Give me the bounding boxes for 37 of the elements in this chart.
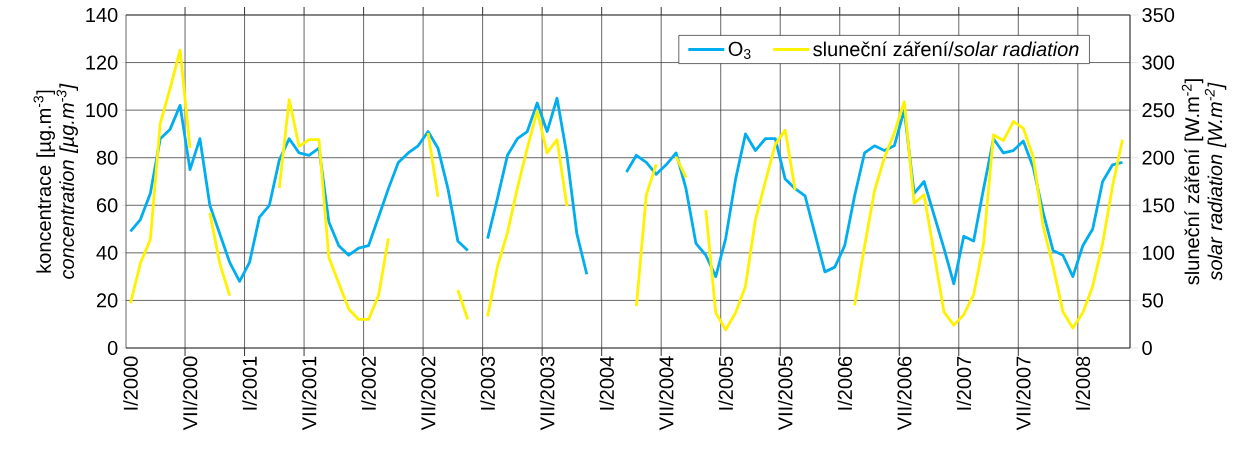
y2-tick-label: 0: [1142, 340, 1152, 356]
y2-tick-label: 250: [1142, 103, 1175, 118]
x-tick-label: I/2005: [718, 356, 734, 410]
legend-label: sluneční záření/solar radiation: [813, 41, 1079, 57]
x-tick-label: I/2003: [480, 356, 495, 410]
y2-tick-label: 150: [1143, 198, 1175, 213]
x-tick-label: VII/2001: [301, 356, 317, 431]
x-tick-label: I/2004: [599, 356, 614, 410]
y-tick-label: 60: [96, 198, 118, 213]
x-tick-label: VII/2003: [539, 356, 555, 431]
y-tick-label: 120: [86, 55, 118, 70]
y-tick-label: 100: [86, 103, 118, 118]
y2-tick-label: 50: [1142, 293, 1163, 308]
y2-tick-label: 100: [1143, 245, 1175, 260]
legend-label: O$_{3}$: [728, 41, 751, 59]
x-tick-label: VII/2000: [182, 356, 198, 431]
y2-tick-label: 200: [1142, 150, 1175, 165]
text: sluneční záření [W.m$^{-2}$] solar radiation [W.m$^{-2}$]: [1181, 79, 1227, 285]
x-tick-label: VII/2006: [896, 356, 912, 431]
x-tick-label: I/2007: [956, 356, 972, 410]
x-tick-label: VII/2004: [658, 356, 674, 431]
x-tick-label: I/2001: [242, 356, 257, 410]
x-tick-label: I/2002: [361, 356, 376, 410]
y-tick-label: 20: [96, 293, 118, 308]
x-tick-label: I/2006: [837, 356, 853, 410]
y2-tick-label: 350: [1142, 7, 1175, 23]
x-tick-label: VII/2007: [1015, 356, 1031, 431]
y-tick-label: 140: [86, 7, 118, 23]
x-tick-label: VII/2005: [777, 356, 793, 431]
y-tick-label: 80: [96, 150, 118, 165]
x-tick-label: VII/2002: [420, 356, 436, 431]
y-tick-label: 0: [107, 340, 118, 356]
x-tick-label: I/2000: [123, 356, 138, 410]
x-tick-label: I/2008: [1075, 356, 1091, 410]
text: koncentrace [µg.m$^{-3}$] concentration [µg.m$^{-3}$]: [33, 83, 78, 279]
y-tick-label: 40: [96, 245, 118, 260]
y2-tick-label: 300: [1142, 55, 1175, 70]
